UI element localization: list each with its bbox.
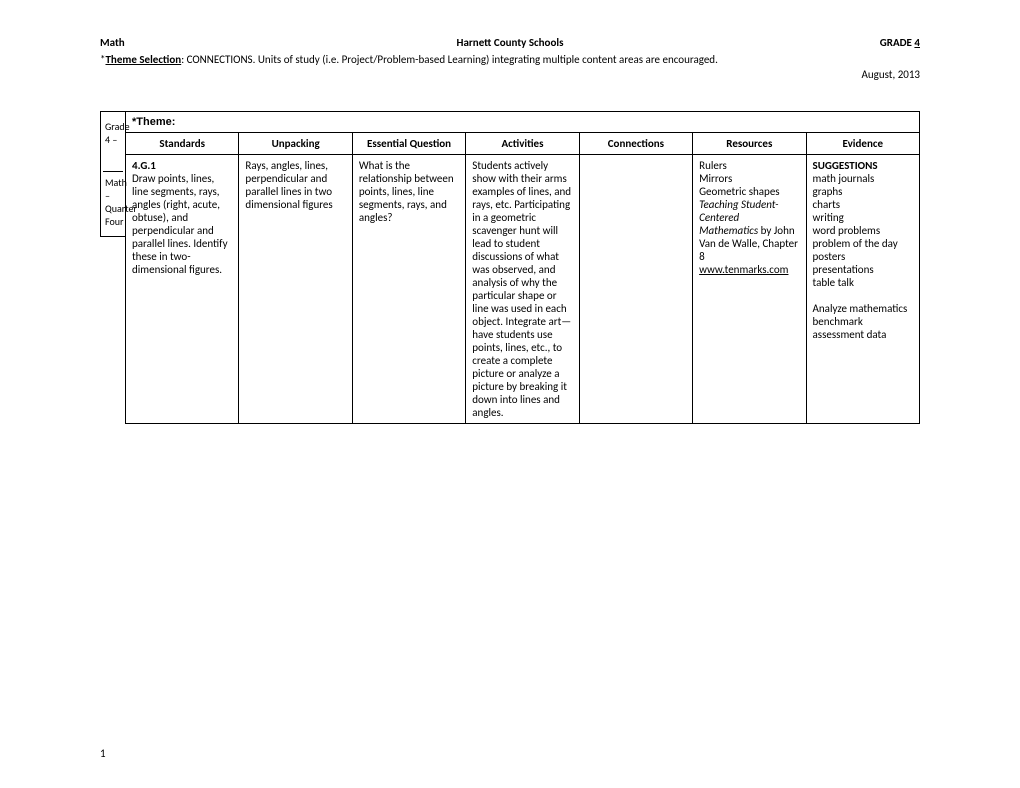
cell-connections xyxy=(579,155,692,424)
subject-label: Math xyxy=(100,36,125,49)
resources-shapes: Geometric shapes xyxy=(699,185,780,198)
theme-row: *Theme: xyxy=(126,112,920,133)
document-header: Math Harnett County Schools GRADE 4 xyxy=(100,36,920,49)
cell-resources: Rulers Mirrors Geometric shapes Teaching… xyxy=(693,155,806,424)
resources-link: www.tenmarks.com xyxy=(699,263,788,276)
table-row: 4.G.1 Draw points, lines, line segments,… xyxy=(126,155,920,424)
side-label-bottom: Math – Quarter Four xyxy=(103,172,123,232)
col-header-unpacking: Unpacking xyxy=(239,133,352,155)
resources-rulers: Rulers xyxy=(699,159,727,172)
grade-text: GRADE xyxy=(880,36,912,49)
cell-standards: 4.G.1 Draw points, lines, line segments,… xyxy=(126,155,239,424)
col-header-standards: Standards xyxy=(126,133,239,155)
standards-code: 4.G.1 xyxy=(132,159,156,172)
col-header-activities: Activities xyxy=(466,133,579,155)
header-row: Standards Unpacking Essential Question A… xyxy=(126,133,920,155)
side-label-top: Grade 4 – xyxy=(103,116,123,172)
cell-essential: What is the relationship between points,… xyxy=(352,155,465,424)
content-wrapper: Grade 4 – Math – Quarter Four *Theme: St… xyxy=(100,111,920,424)
district-label: Harnett County Schools xyxy=(457,36,564,49)
cell-activities: Students actively show with their arms e… xyxy=(466,155,579,424)
col-header-connections: Connections xyxy=(579,133,692,155)
evidence-heading: SUGGESTIONS xyxy=(813,159,878,172)
col-header-essential: Essential Question xyxy=(352,133,465,155)
theme-cell: *Theme: xyxy=(126,112,920,133)
side-label-column: Grade 4 – Math – Quarter Four xyxy=(100,111,125,237)
theme-selection-line: *Theme Selection: CONNECTIONS. Units of … xyxy=(100,53,920,66)
cell-unpacking: Rays, angles, lines, perpendicular and p… xyxy=(239,155,352,424)
date-label: August, 2013 xyxy=(100,68,920,81)
cell-evidence: SUGGESTIONS math journals graphs charts … xyxy=(806,155,919,424)
col-header-evidence: Evidence xyxy=(806,133,919,155)
theme-selection-text: : CONNECTIONS. Units of study (i.e. Proj… xyxy=(181,53,718,66)
theme-selection-label: Theme Selection xyxy=(105,53,181,66)
standards-text: Draw points, lines, line segments, rays,… xyxy=(132,172,228,276)
evidence-bottom: Analyze mathematics benchmark assessment… xyxy=(813,302,908,341)
grade-number: 4 xyxy=(914,36,920,49)
curriculum-table: *Theme: Standards Unpacking Essential Qu… xyxy=(125,111,920,424)
evidence-list: math journals graphs charts writing word… xyxy=(813,172,898,289)
page-number: 1 xyxy=(100,747,106,760)
col-header-resources: Resources xyxy=(693,133,806,155)
grade-label: GRADE 4 xyxy=(880,36,920,49)
resources-mirrors: Mirrors xyxy=(699,172,732,185)
